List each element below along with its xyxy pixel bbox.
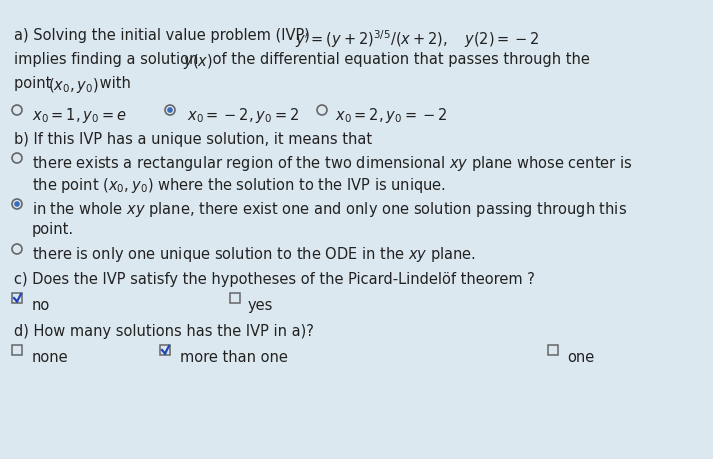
Text: more than one: more than one (180, 350, 288, 365)
Text: in the whole $xy$ plane, there exist one and only one solution passing through t: in the whole $xy$ plane, there exist one… (32, 200, 627, 219)
Text: of the differential equation that passes through the: of the differential equation that passes… (208, 52, 590, 67)
Text: d) How many solutions has the IVP in a)?: d) How many solutions has the IVP in a)? (14, 324, 314, 339)
Text: $y' = (y+2)^{3/5}/(x+2), \quad y(2)=-2$: $y' = (y+2)^{3/5}/(x+2), \quad y(2)=-2$ (295, 28, 540, 50)
Text: the point $(x_0, y_0)$ where the solution to the IVP is unique.: the point $(x_0, y_0)$ where the solutio… (32, 176, 446, 195)
Text: $x_0 = 2, y_0 = -2$: $x_0 = 2, y_0 = -2$ (335, 106, 447, 125)
Text: implies finding a solution: implies finding a solution (14, 52, 203, 67)
Text: no: no (32, 298, 50, 313)
Text: $(x_0, y_0)$: $(x_0, y_0)$ (48, 76, 99, 95)
Text: a) Solving the initial value problem (IVP): a) Solving the initial value problem (IV… (14, 28, 314, 43)
Text: one: one (567, 350, 594, 365)
Text: point.: point. (32, 222, 74, 237)
Text: $y(x)$: $y(x)$ (183, 52, 212, 71)
Text: point: point (14, 76, 56, 91)
Text: there exists a rectangular region of the two dimensional $xy$ plane whose center: there exists a rectangular region of the… (32, 154, 632, 173)
Text: c) Does the IVP satisfy the hypotheses of the Picard-Lindelöf theorem ?: c) Does the IVP satisfy the hypotheses o… (14, 272, 535, 287)
Text: none: none (32, 350, 68, 365)
Text: $x_0 = -2, y_0 = 2$: $x_0 = -2, y_0 = 2$ (187, 106, 299, 125)
Text: yes: yes (248, 298, 273, 313)
Text: there is only one unique solution to the ODE in the $xy$ plane.: there is only one unique solution to the… (32, 245, 476, 264)
Text: $x_0 = 1, y_0 = e$: $x_0 = 1, y_0 = e$ (32, 106, 127, 125)
Text: with: with (95, 76, 131, 91)
Text: b) If this IVP has a unique solution, it means that: b) If this IVP has a unique solution, it… (14, 132, 372, 147)
